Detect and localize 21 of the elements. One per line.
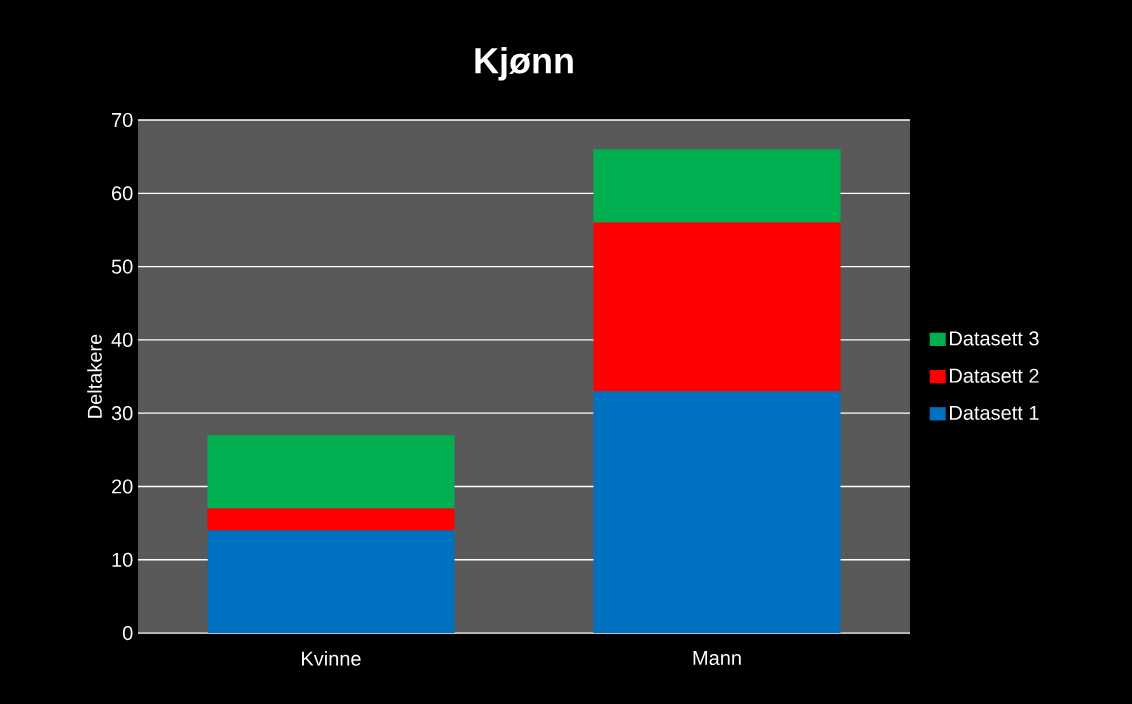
bar bbox=[207, 530, 455, 634]
y-tick-label: 40 bbox=[111, 332, 133, 347]
legend-label: Datasett 2 bbox=[950, 368, 1039, 383]
legend-label: Datasett 3 bbox=[950, 331, 1039, 346]
y-tick-label: 70 bbox=[112, 112, 133, 128]
y-tick-label: 60 bbox=[112, 186, 133, 201]
legend-label: Datasett 1 bbox=[950, 405, 1039, 420]
x-tick-label: Kvinne bbox=[302, 651, 361, 666]
y-tick-label: 0 bbox=[122, 625, 133, 641]
bar bbox=[207, 435, 455, 509]
y-tick-label: 20 bbox=[112, 479, 133, 494]
bar bbox=[593, 149, 841, 223]
y-axis-title: Deltakere bbox=[87, 334, 102, 418]
bar bbox=[593, 391, 841, 634]
y-tick-label: 30 bbox=[111, 406, 133, 421]
y-tick-label: 50 bbox=[111, 259, 133, 274]
bar bbox=[207, 508, 455, 531]
y-tick-label: 10 bbox=[112, 552, 133, 567]
chart-title: Kjønn bbox=[475, 47, 573, 81]
bar bbox=[593, 222, 841, 392]
x-tick-label: Mann bbox=[693, 651, 741, 666]
